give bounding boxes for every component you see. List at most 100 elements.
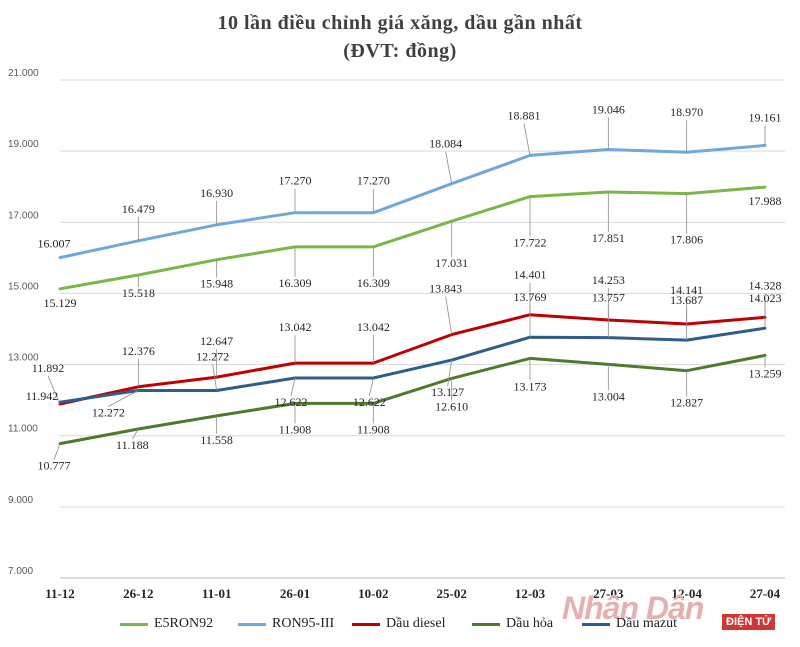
data-label: 13.173: [514, 379, 547, 393]
data-label: 18.970: [670, 105, 703, 119]
data-label: 17.806: [670, 233, 703, 247]
data-label-leader: [131, 428, 139, 440]
x-tick-label: 26-12: [123, 586, 153, 601]
data-label-leader: [212, 364, 218, 391]
data-label: 11.188: [116, 438, 149, 452]
series-line-d-u-mazut: [58, 326, 767, 404]
data-label: 19.046: [592, 103, 625, 117]
data-label: 16.930: [200, 186, 233, 200]
data-label: 13.259: [749, 366, 782, 380]
x-tick-label: 27-04: [750, 586, 781, 601]
legend-item-dau-hoa: Dầu hỏa: [472, 616, 553, 632]
data-label: 12.827: [670, 396, 703, 410]
data-label: 12.272: [196, 349, 229, 363]
chart-legend: E5RON92 RON95-III Dầu diesel Dầu hỏa Dầu…: [0, 616, 800, 642]
data-label: 17.270: [357, 174, 390, 188]
legend-item-ron95: RON95-III: [238, 616, 334, 632]
series-line-ron95-iii: [58, 143, 767, 260]
data-label: 15.518: [122, 286, 155, 300]
x-tick-label: 10-02: [358, 586, 388, 601]
data-label: 16.007: [38, 237, 71, 251]
watermark-badge: ĐIỆN TỬ: [722, 614, 776, 630]
data-label: 16.309: [357, 276, 390, 290]
x-tick-label: 26-01: [280, 586, 310, 601]
data-label-leader: [368, 377, 374, 397]
y-tick-label: 19.000: [8, 139, 39, 150]
x-tick-label: 12-04: [671, 586, 702, 601]
data-label: 13.757: [592, 291, 625, 305]
watermark-logo: Nhân Dân: [562, 590, 704, 626]
y-tick-label: 7.000: [8, 566, 33, 577]
data-label: 12.647: [200, 334, 233, 348]
data-label: 16.309: [279, 276, 312, 290]
data-label: 17.722: [514, 236, 547, 250]
x-tick-label: 12-03: [515, 586, 546, 601]
data-label-leader: [523, 123, 531, 156]
data-label: 11.908: [357, 422, 390, 436]
data-label: 18.881: [508, 108, 541, 122]
legend-label: Dầu mazut: [616, 616, 678, 631]
data-label: 13.004: [592, 389, 625, 403]
data-label: 13.042: [357, 320, 390, 334]
data-label: 17.988: [749, 194, 782, 208]
y-tick-label: 9.000: [8, 495, 33, 506]
legend-swatch: [238, 622, 266, 626]
data-label: 12.610: [435, 399, 468, 413]
data-label-leader: [47, 375, 61, 405]
series-line-d-u-h-a: [58, 353, 767, 446]
data-label: 15.948: [200, 277, 233, 291]
data-label-leader: [108, 390, 139, 407]
data-label: 14.328: [749, 278, 782, 292]
data-label: 13.042: [279, 320, 312, 334]
data-label: 17.270: [279, 174, 312, 188]
data-label: 11.942: [26, 389, 59, 403]
series-line-e5ron92: [58, 185, 767, 291]
data-label-leader: [53, 443, 61, 460]
data-label: 13.769: [514, 290, 547, 304]
y-tick-label: 17.000: [8, 210, 39, 221]
legend-label: Dầu diesel: [386, 616, 446, 631]
data-label: 17.851: [592, 231, 625, 245]
legend-label: Dầu hỏa: [506, 616, 554, 631]
data-label: 14.141: [670, 283, 703, 297]
data-label: 11.558: [200, 433, 233, 447]
x-tick-label: 25-02: [436, 586, 466, 601]
data-label: 11.892: [32, 361, 65, 375]
data-label: 13.843: [429, 282, 462, 296]
series-line-d-u-diesel: [58, 313, 767, 406]
data-label-leader: [445, 151, 453, 184]
legend-item-e5ron92: E5RON92: [120, 616, 213, 632]
data-label: 12.272: [92, 405, 125, 419]
y-tick-label: 15.000: [8, 281, 39, 292]
legend-swatch: [582, 622, 610, 626]
legend-label: E5RON92: [154, 616, 214, 631]
data-label: 14.253: [592, 273, 625, 287]
x-tick-label: 11-12: [45, 586, 75, 601]
legend-label: RON95-III: [272, 616, 335, 631]
data-label: 19.161: [749, 110, 782, 124]
chart-subtitle: (ĐVT: đồng): [343, 40, 457, 62]
legend-swatch: [120, 622, 148, 626]
data-label-leader: [447, 359, 453, 387]
legend-item-mazut: Dầu mazut: [582, 616, 677, 632]
data-label: 18.084: [429, 137, 462, 151]
data-label: 12.622: [353, 395, 386, 409]
data-label-leader: [290, 377, 296, 397]
data-label: 12.376: [122, 344, 155, 358]
data-label: 16.479: [122, 202, 155, 216]
data-label: 13.687: [670, 293, 703, 307]
x-tick-label: 27-03: [593, 586, 624, 601]
data-label: 17.031: [435, 256, 468, 270]
data-label: 11.908: [279, 422, 312, 436]
legend-item-diesel: Dầu diesel: [352, 616, 445, 632]
data-label: 15.129: [44, 296, 77, 310]
chart-title: 10 lần điều chỉnh giá xăng, dầu gần nhất: [217, 12, 583, 34]
data-label-leader: [445, 296, 453, 335]
data-label: 13.127: [431, 385, 464, 399]
y-tick-label: 21.000: [8, 68, 39, 79]
data-label: 14.401: [514, 268, 547, 282]
data-label: 14.023: [749, 291, 782, 305]
data-label: 10.777: [38, 459, 71, 473]
data-label: 12.622: [275, 395, 308, 409]
